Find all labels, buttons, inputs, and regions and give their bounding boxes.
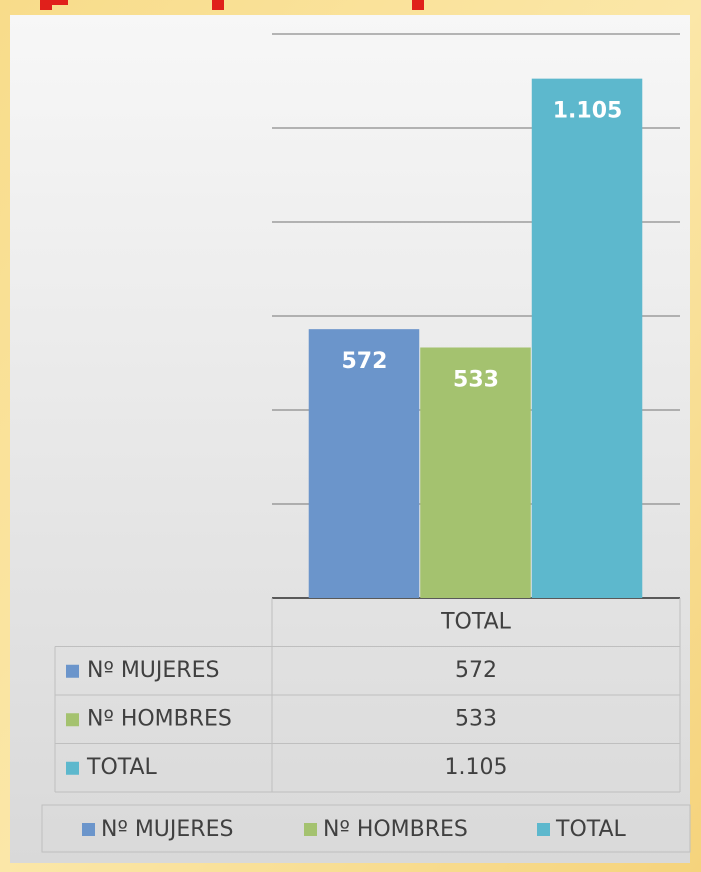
- legend-key: [304, 823, 317, 836]
- legend-key: [82, 823, 95, 836]
- legend-key: [537, 823, 550, 836]
- legend-label: TOTAL: [555, 817, 627, 842]
- data-label: 533: [453, 367, 499, 392]
- table-legend-key: [66, 664, 79, 678]
- data-label: 1.105: [553, 99, 623, 124]
- decoration: [212, 0, 224, 10]
- bar: [531, 78, 643, 598]
- table-series-name: Nº HOMBRES: [87, 706, 232, 731]
- decoration: [412, 0, 424, 10]
- table-value: 533: [455, 706, 497, 731]
- legend-label: Nº MUJERES: [101, 817, 233, 842]
- table-legend-key: [66, 713, 79, 727]
- table-value: 572: [455, 658, 497, 683]
- legend-box: [41, 804, 691, 853]
- table-series-name: TOTAL: [86, 755, 158, 780]
- table-legend-key: [66, 761, 79, 775]
- data-label: 572: [342, 349, 388, 374]
- bar: [420, 347, 531, 598]
- bar: [308, 329, 420, 598]
- legend-label: Nº HOMBRES: [323, 817, 468, 842]
- table-value: 1.105: [445, 755, 508, 780]
- table-series-name: Nº MUJERES: [87, 658, 219, 683]
- decoration: [40, 0, 68, 5]
- x-tick-label: TOTAL: [440, 609, 512, 634]
